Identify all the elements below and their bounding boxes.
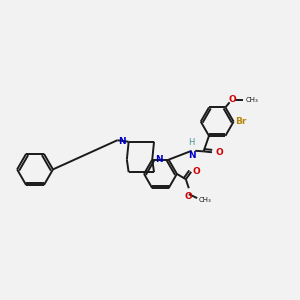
Text: O: O — [192, 167, 200, 176]
Text: O: O — [215, 148, 223, 157]
Text: CH₃: CH₃ — [246, 97, 259, 103]
Text: O: O — [228, 95, 236, 104]
Text: CH₃: CH₃ — [199, 196, 212, 202]
Text: N: N — [118, 137, 126, 146]
Text: N: N — [188, 152, 196, 160]
Text: H: H — [188, 138, 195, 147]
Text: O: O — [185, 192, 193, 201]
Text: Br: Br — [236, 117, 247, 126]
Text: N: N — [155, 154, 163, 164]
